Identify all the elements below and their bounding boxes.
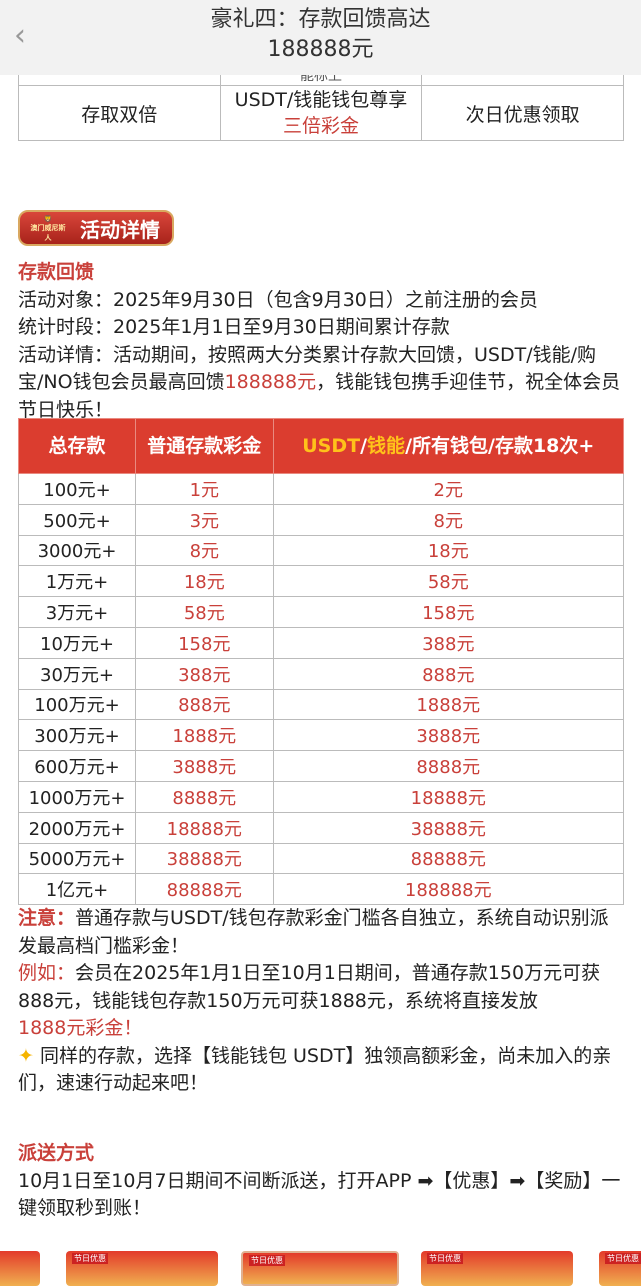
deposit-tier: 500元+ — [17, 503, 137, 536]
deposit-tier: 10万元+ — [17, 626, 137, 659]
banner-card[interactable]: 节日优惠 — [599, 1251, 641, 1286]
table-row: 2000万元+ 18888元 38888元 — [17, 811, 625, 844]
table-row: 1000万元+ 8888元 18888元 — [17, 780, 625, 813]
text-line: 活动对象：2025年9月30日（包含9月30日）之前注册的会员 — [18, 288, 538, 311]
normal-bonus: 3888元 — [135, 750, 274, 782]
wallet-bonus: 188888元 — [272, 873, 625, 906]
tip: ✦ 同样的存款，选择【钱能钱包 USDT】独领高额彩金，尚未加入的亲们，速速行动… — [18, 1044, 612, 1095]
normal-bonus: 8元 — [135, 534, 274, 567]
wallet-bonus: 8888元 — [272, 750, 625, 782]
col-header: 总存款 — [17, 418, 137, 474]
wallet-bonus: 3888元 — [272, 719, 625, 752]
table-row: 300万元+ 1888元 3888元 — [17, 719, 625, 752]
cell: 次日优惠领取 — [421, 85, 624, 141]
title-line-1: 豪礼四：存款回馈高达 — [210, 7, 431, 32]
activity-details-badge: 🦁 澳门威尼斯人 活动详情 — [18, 210, 174, 246]
normal-bonus: 88888元 — [135, 873, 274, 906]
deposit-tier: 1亿元+ — [17, 873, 137, 906]
logo: 🦁 澳门威尼斯人 — [30, 215, 66, 242]
table-row: 100元+ 1元 2元 — [17, 473, 625, 505]
normal-bonus: 8888元 — [135, 780, 274, 813]
table-row: 1万元+ 18元 58元 — [17, 565, 625, 598]
star-icon: ✦ — [18, 1044, 34, 1067]
deposit-tier: 300万元+ — [17, 719, 137, 752]
normal-bonus: 888元 — [135, 688, 274, 721]
table-row: 30万元+ 388元 888元 — [17, 657, 625, 690]
deposit-tier: 3万元+ — [17, 596, 137, 628]
text-line: 统计时段：2025年1月1日至9月30日期间累计存款 — [18, 316, 450, 338]
banner-carousel[interactable]: 节日优惠 节日优惠 节日优惠 节日优惠 — [0, 1245, 641, 1286]
cell-line: USDT/钱能钱包尊享 — [234, 89, 408, 111]
normal-bonus: 388元 — [135, 657, 274, 690]
section-heading: 派送方式 — [18, 1142, 95, 1164]
normal-bonus: 18888元 — [135, 811, 274, 844]
table-row: 1亿元+ 88888元 188888元 — [17, 873, 625, 906]
badge-label: 活动详情 — [80, 217, 160, 242]
deposit-tier: 1000万元+ — [17, 780, 137, 813]
table-row: 600万元+ 3888元 8888元 — [17, 750, 625, 782]
wallet-bonus: 38888元 — [272, 811, 625, 844]
normal-bonus: 1元 — [135, 473, 274, 505]
section-heading: 存款回馈 — [18, 261, 95, 283]
banner-card[interactable] — [0, 1251, 40, 1286]
cell-highlight: 三倍彩金 — [282, 115, 359, 137]
deposit-tier: 100万元+ — [17, 688, 137, 721]
deposit-tier: 5000万元+ — [17, 842, 137, 875]
deposit-tier: 600万元+ — [17, 750, 137, 782]
banner-card[interactable]: 节日优惠 — [241, 1251, 399, 1286]
detail-paragraph: 活动详情：活动期间，按照两大分类累计存款大回馈，USDT/钱能/购宝/NO钱包会… — [18, 343, 621, 421]
table-row: 3万元+ 58元 158元 — [17, 596, 625, 628]
deposit-tier: 30万元+ — [17, 657, 137, 690]
section-deposit-rebate: 存款回馈 活动对象：2025年9月30日（包含9月30日）之前注册的会员 统计时… — [18, 259, 624, 424]
deposit-tier: 100元+ — [17, 473, 137, 505]
normal-bonus: 58元 — [135, 596, 274, 628]
page-title: 豪礼四：存款回馈高达 188888元 — [0, 0, 641, 65]
cell: 存取双倍 — [18, 85, 221, 141]
note: 注意：普通存款与USDT/钱包存款彩金门槛各自独立，系统自动识别派发最高档门槛彩… — [18, 907, 609, 957]
wallet-bonus: 2元 — [272, 473, 625, 505]
banner-card[interactable]: 节日优惠 — [66, 1251, 218, 1286]
wallet-bonus: 58元 — [272, 565, 625, 598]
wallet-bonus: 8元 — [272, 503, 625, 536]
wallet-bonus: 888元 — [272, 657, 625, 690]
rebate-table: 总存款 普通存款彩金 USDT/钱能/所有钱包/存款18次+ 100元+ 1元 2元… — [17, 418, 625, 906]
col-header: USDT/钱能/所有钱包/存款18次+ — [272, 418, 625, 474]
wallet-bonus: 18元 — [272, 534, 625, 567]
col-header: 普通存款彩金 — [135, 418, 274, 474]
wallet-bonus: 88888元 — [272, 842, 625, 875]
normal-bonus: 38888元 — [135, 842, 274, 875]
table-row: 5000万元+ 38888元 88888元 — [17, 842, 625, 875]
normal-bonus: 1888元 — [135, 719, 274, 752]
wallet-bonus: 388元 — [272, 626, 625, 659]
table-row: 500元+ 3元 8元 — [17, 503, 625, 536]
section-delivery: 派送方式 10月1日至10月7日期间不间断派送，打开APP ➡【优惠】➡【奖励】… — [18, 1140, 624, 1223]
deposit-tier: 2000万元+ — [17, 811, 137, 844]
chevron-left-icon[interactable]: ‹ — [14, 18, 26, 53]
normal-bonus: 158元 — [135, 626, 274, 659]
table-row: 3000元+ 8元 18元 — [17, 534, 625, 567]
cell: USDT/钱能钱包尊享 三倍彩金 — [219, 85, 423, 141]
normal-bonus: 3元 — [135, 503, 274, 536]
title-line-2: 188888元 — [267, 37, 374, 62]
notes: 注意：普通存款与USDT/钱包存款彩金门槛各自独立，系统自动识别派发最高档门槛彩… — [18, 905, 624, 1098]
normal-bonus: 18元 — [135, 565, 274, 598]
example: 例如：会员在2025年1月1日至10月1日期间，普通存款150万元可获888元，… — [18, 962, 601, 1039]
wallet-bonus: 158元 — [272, 596, 625, 628]
delivery-text: 10月1日至10月7日期间不间断派送，打开APP ➡【优惠】➡【奖励】一键领取秒… — [18, 1169, 621, 1220]
top-bar: ‹ 豪礼四：存款回馈高达 188888元 — [0, 0, 641, 75]
wallet-bonus: 18888元 — [272, 780, 625, 813]
deposit-tier: 3000元+ — [17, 534, 137, 567]
table-row: 10万元+ 158元 388元 — [17, 626, 625, 659]
deposit-tier: 1万元+ — [17, 565, 137, 598]
table-row: 100万元+ 888元 1888元 — [17, 688, 625, 721]
wallet-bonus: 1888元 — [272, 688, 625, 721]
banner-card[interactable]: 节日优惠 — [421, 1251, 573, 1286]
